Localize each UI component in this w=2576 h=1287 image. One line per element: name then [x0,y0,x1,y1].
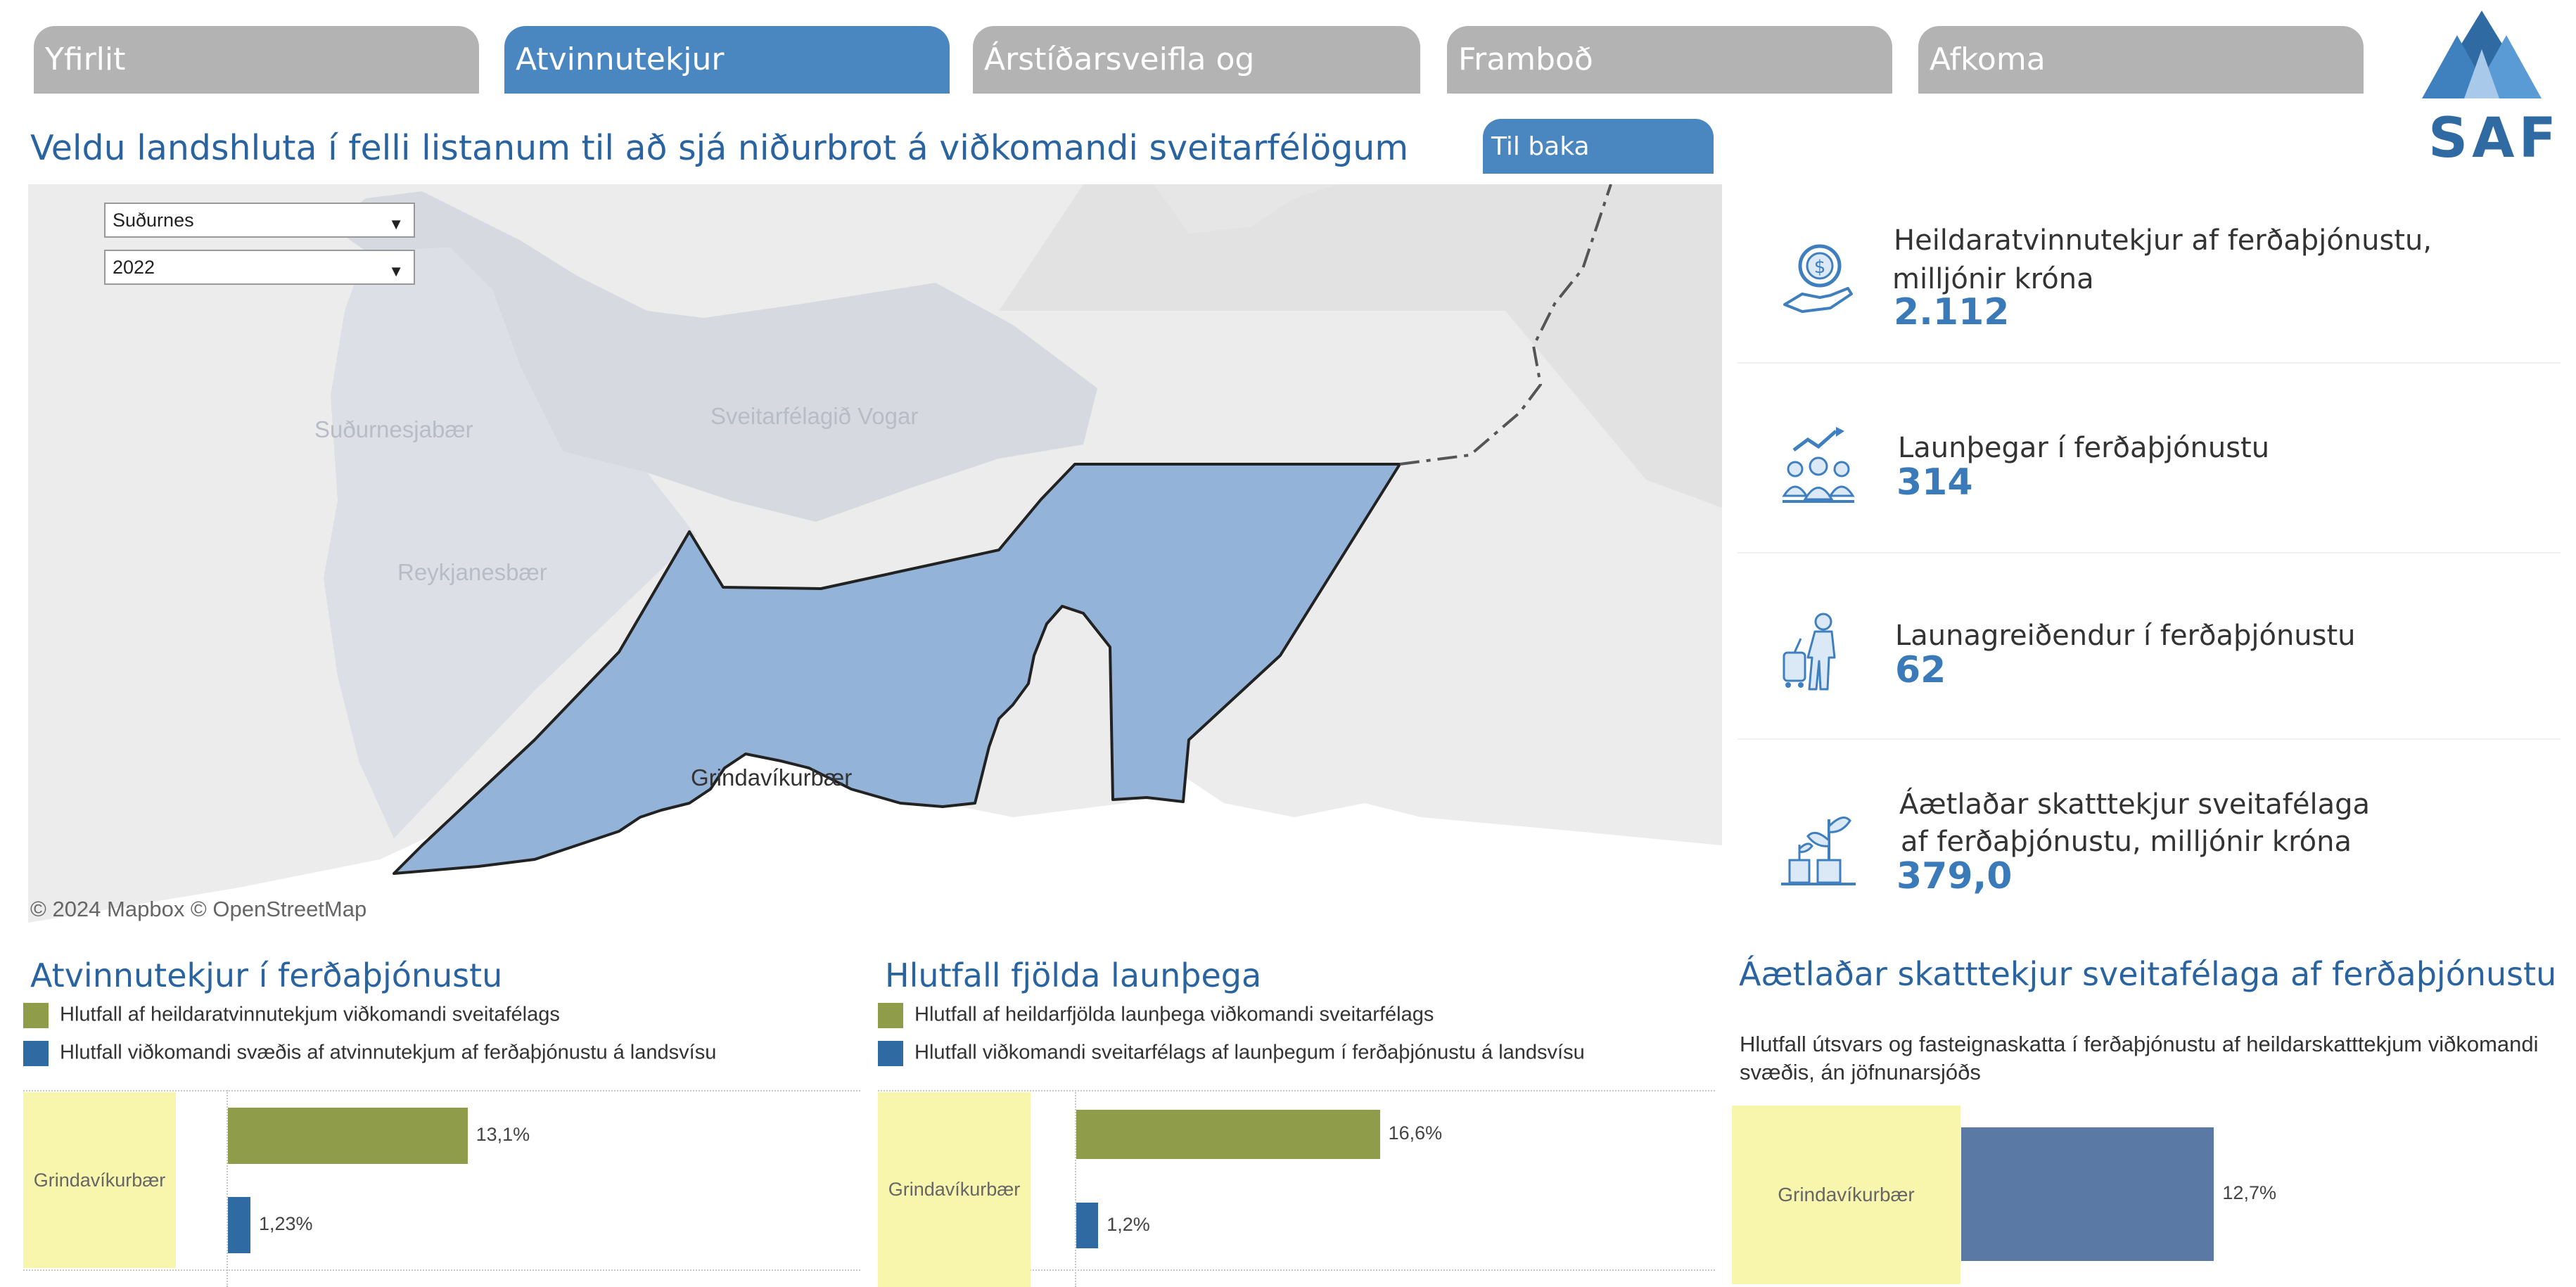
tax-bar-label-1: 12,7% [2222,1182,2276,1203]
legend-swatch [878,1003,903,1028]
kpi-employees-value: 314 [1896,461,1973,504]
kpi-income-label: Heildaratvinnutekjur af ferðaþjónustu, [1894,224,2432,257]
tax-chart-subtitle: Hlutfall útsvars og fasteignaskatta í fe… [1740,1032,2539,1056]
kpi-employees-label: Launþegar í ferðaþjónustu [1898,432,2270,464]
tab-yfirlit[interactable]: Yfirlit [34,26,479,94]
money-hand-icon: $ [1783,244,1853,313]
legend-label: Hlutfall af heildaratvinnutekjum viðkoma… [60,1003,560,1026]
map-label-grindavik: Grindavíkurbær [691,764,853,790]
legend-swatch [23,1041,49,1066]
income-chart-title: Atvinnutekjur í ferðaþjónustu [30,956,503,994]
kpi-divider [1737,362,2561,364]
region-select-value: Suðurnes [113,210,194,231]
income-bar-label-2: 1,23% [258,1213,313,1234]
tab-arstidarsveifla[interactable]: Árstíðarsveifla og gistinætur [973,26,1420,145]
tab-frambod[interactable]: Framboð [1447,26,1892,94]
saf-logo-text: SAF [2428,107,2561,170]
category-label: Grindavíkurbær [878,1092,1031,1287]
category-label: Grindavíkurbær [1732,1106,1960,1284]
employees-bar-label-2: 1,2% [1107,1213,1150,1235]
map-label-vogar: Sveitarfélagið Vogar [710,403,919,429]
kpi-employers-value: 62 [1895,649,1946,691]
legend-label: Hlutfall viðkomandi svæðis af atvinnutek… [60,1041,717,1064]
map-attribution: © 2024 Mapbox © OpenStreetMap [30,897,367,921]
back-button[interactable]: Til baka [1483,119,1714,174]
grid-line [23,1269,860,1271]
kpi-tax-label: Áætlaðar skatttekjur sveitafélaga [1899,788,2371,821]
page-title: Veldu landshluta í felli listanum til að… [30,128,1409,168]
kpi-income-label-2: milljónir króna [1892,263,2094,295]
grid-line [878,1269,1715,1271]
traveler-icon [1783,613,1836,691]
kpi-income-value: 2.112 [1894,291,2010,333]
legend-label: Hlutfall viðkomandi sveitarfélags af lau… [914,1041,1585,1064]
chevron-down-icon: ▼ [388,215,404,233]
map-canvas[interactable] [28,184,1722,923]
grid-line [878,1090,1715,1091]
income-bar-2[interactable] [228,1197,250,1253]
tax-chart-subtitle-2: svæðis, án jöfnunarsjóðs [1740,1060,1981,1084]
legend-swatch [878,1041,903,1066]
income-bar-1[interactable] [228,1108,468,1164]
legend-label: Hlutfall af heildarfjölda launþega viðko… [914,1003,1434,1026]
map-label-sudurnesjabaer: Suðurnesjabær [314,416,473,442]
kpi-employers-label: Launagreiðendur í ferðaþjónustu [1895,620,2356,652]
kpi-divider [1737,552,2561,553]
employees-chart-title: Hlutfall fjölda launþega [885,956,1262,994]
year-select-value: 2022 [113,257,155,278]
employees-growth-icon [1782,427,1855,503]
map[interactable] [28,184,1722,923]
category-label: Grindavíkurbær [23,1092,176,1268]
region-select[interactable]: Suðurnes ▼ [104,203,415,238]
map-label-reykjanesbaer: Reykjanesbær [397,559,547,585]
saf-logo-icon [2422,11,2542,98]
employees-bar-1[interactable] [1076,1110,1380,1159]
axis-line [1075,1090,1076,1287]
tab-afkoma[interactable]: Afkoma [1918,26,2364,94]
plant-coins-icon [1781,817,1856,885]
income-bar-label-1: 13,1% [476,1124,530,1145]
employees-bar-2[interactable] [1076,1203,1099,1248]
kpi-tax-label-2: af ferðaþjónustu, milljónir króna [1901,826,2352,858]
tab-atvinnutekjur[interactable]: Atvinnutekjur [504,26,950,94]
tax-bar-1[interactable] [1961,1127,2214,1261]
year-select[interactable]: 2022 ▼ [104,250,415,285]
employees-legend-item-2: Hlutfall viðkomandi sveitarfélags af lau… [878,1041,1585,1066]
legend-swatch [23,1003,49,1028]
chevron-down-icon: ▼ [388,262,404,280]
tax-chart-title: Áætlaðar skatttekjur sveitafélaga af fer… [1739,955,2557,993]
employees-bar-label-1: 16,6% [1388,1122,1443,1144]
income-legend-item-2: Hlutfall viðkomandi svæðis af atvinnutek… [23,1041,716,1066]
kpi-divider [1737,738,2561,740]
kpi-tax-value: 379,0 [1896,855,2013,897]
svg-text:$: $ [1814,257,1826,278]
income-legend-item-1: Hlutfall af heildaratvinnutekjum viðkoma… [23,1003,560,1028]
grid-line [23,1090,860,1091]
employees-legend-item-1: Hlutfall af heildarfjölda launþega viðko… [878,1003,1434,1028]
axis-line [227,1090,228,1287]
